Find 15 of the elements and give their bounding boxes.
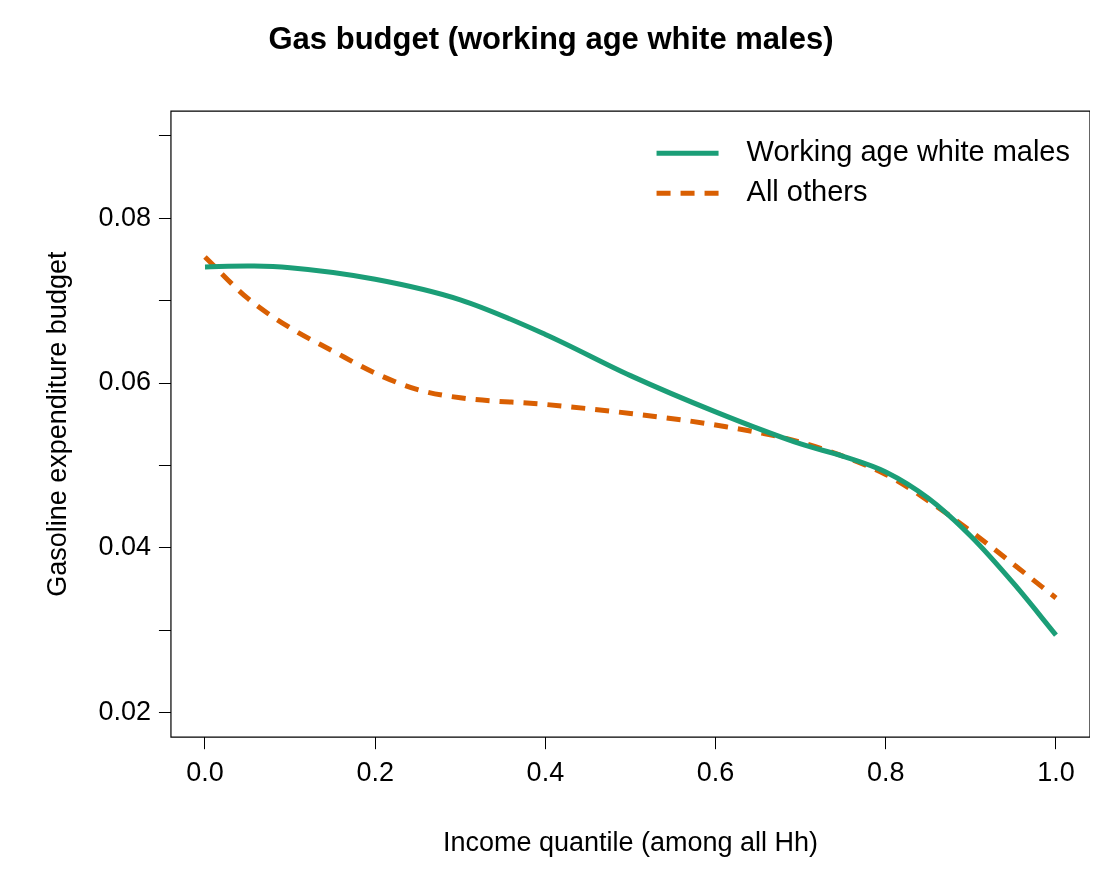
y-tick-label: 0.06 [98,366,151,397]
legend-label: Working age white males [746,135,1071,168]
x-tick-label: 0.4 [526,756,565,787]
chart-title: Gas budget (working age white males) [268,21,834,57]
x-tick-label: 1.0 [1037,756,1075,787]
x-tick-label: 0.2 [356,756,394,787]
legend-label: All others [746,175,868,208]
x-tick-label: 0.0 [186,756,224,787]
y-axis-title: Gasoline expenditure budget [41,251,72,597]
y-tick-label: 0.04 [98,531,151,562]
y-tick-label: 0.02 [98,695,151,726]
x-axis-title: Income quantile (among all Hh) [442,827,819,858]
x-tick-label: 0.6 [696,756,735,787]
x-tick-label: 0.8 [866,756,905,787]
y-tick-label: 0.08 [98,201,151,232]
